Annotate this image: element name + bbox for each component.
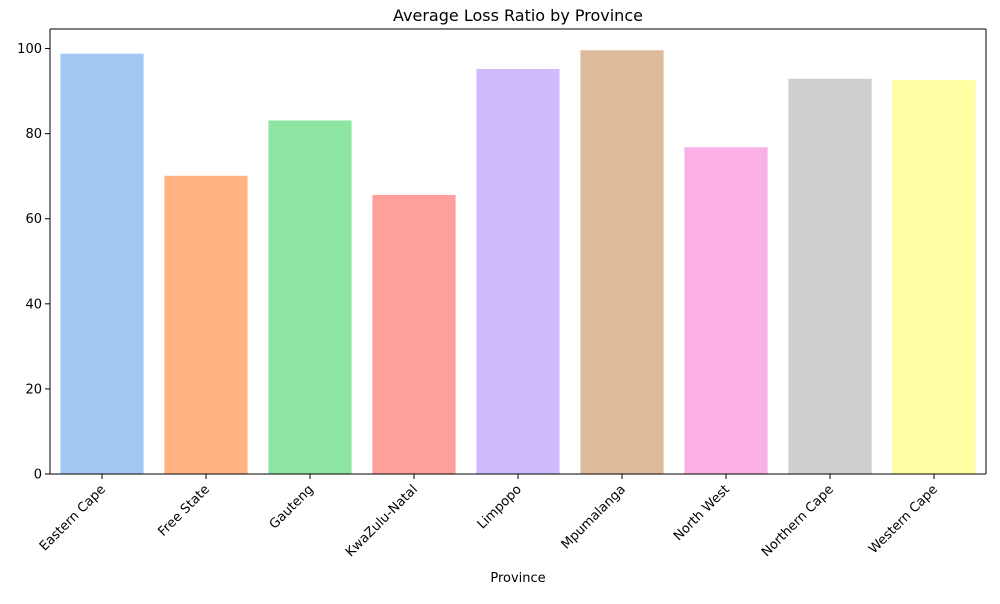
x-tick-label: Limpopo [475, 482, 525, 532]
y-tick-label: 40 [25, 297, 42, 312]
bar-gauteng [268, 120, 352, 474]
chart-title: Average Loss Ratio by Province [393, 6, 643, 25]
y-tick-label: 100 [17, 42, 42, 57]
x-tick-label: Western Cape [866, 482, 941, 557]
bar-mpumalanga [580, 50, 664, 475]
x-tick-label: Eastern Cape [37, 482, 109, 554]
x-tick-label: Northern Cape [759, 482, 837, 560]
bar-free-state [164, 175, 248, 474]
x-tick-label: Gauteng [267, 482, 317, 532]
x-tick-label: North West [671, 482, 733, 544]
y-tick-label: 20 [25, 382, 42, 397]
x-tick-label: Mpumalanga [559, 482, 629, 552]
x-ticks: Eastern Cape Free State Gauteng KwaZulu-Nat… [37, 474, 941, 560]
x-axis-label: Province [490, 571, 545, 586]
bar-kwazulu-natal [372, 194, 456, 475]
x-tick-label: KwaZulu-Natal [343, 482, 421, 560]
y-ticks: 0 20 40 60 80 100 [17, 42, 50, 483]
bar-eastern-cape [60, 53, 144, 475]
bar-western-cape [892, 80, 976, 475]
y-tick-label: 0 [34, 468, 42, 483]
bar-north-west [684, 147, 768, 474]
bar-limpopo [476, 68, 560, 475]
bar-northern-cape [788, 78, 872, 474]
y-tick-label: 80 [25, 127, 42, 142]
x-tick-label: Free State [155, 482, 212, 539]
bars-layer [60, 50, 976, 475]
y-tick-label: 60 [25, 212, 42, 227]
